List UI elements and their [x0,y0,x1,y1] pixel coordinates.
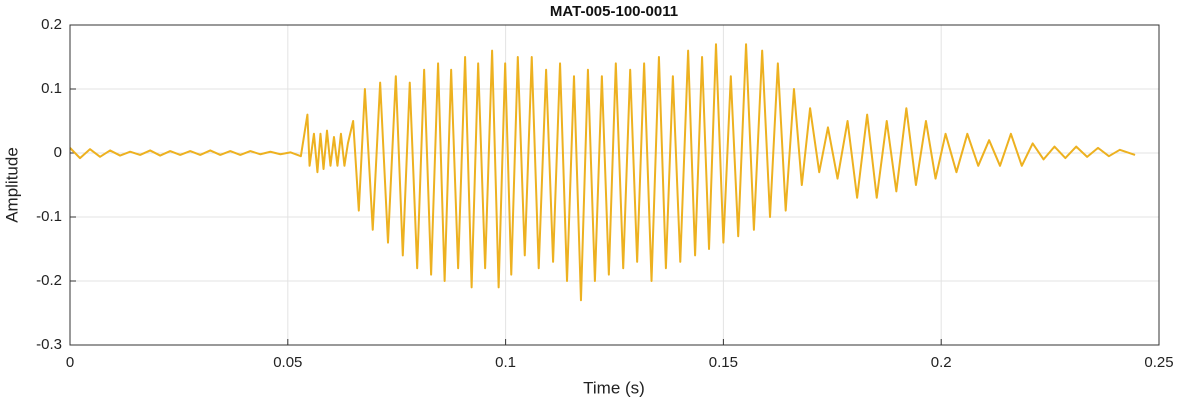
y-tick-label: 0.1 [41,80,62,97]
plot-frame [69,24,1160,346]
x-tick-label: 0 [66,354,74,371]
y-tick-label: -0.2 [36,272,62,289]
y-tick-label: -0.3 [36,336,62,353]
y-tick-label: 0 [54,144,62,161]
x-tick-label: 0.05 [273,354,302,371]
chart-title: MAT-005-100-0011 [550,3,678,20]
y-axis-label: Amplitude [2,147,21,223]
x-tick-label: 0.2 [931,354,952,371]
y-tick-label: -0.1 [36,208,62,225]
x-axis-label: Time (s) [583,378,645,397]
x-tick-label: 0.15 [709,354,738,371]
x-tick-label: 0.1 [495,354,516,371]
waveform-line [69,43,1136,302]
x-tick-label: 0.25 [1144,354,1173,371]
y-tick-label: 0.2 [41,16,62,33]
